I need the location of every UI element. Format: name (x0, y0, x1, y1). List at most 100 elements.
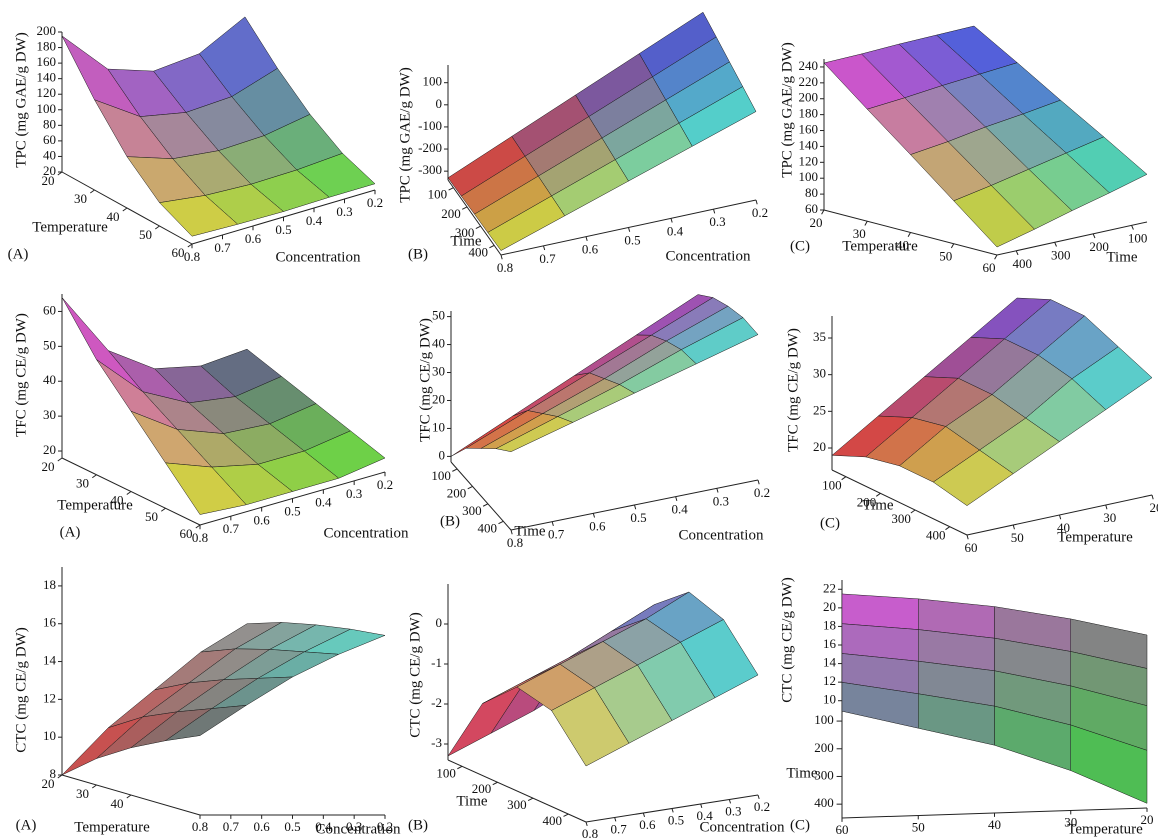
x-tick (92, 474, 97, 479)
x-axis-title: Temperature (842, 238, 918, 254)
z-tick-label: 220 (799, 74, 819, 89)
z-tick-label: 100 (799, 169, 819, 184)
y-tick-label: 0.6 (582, 242, 599, 257)
x-axis-title: Temperature (74, 819, 150, 835)
z-axis-title: TPC (mg GAE/g DW) (397, 67, 413, 202)
y-tick-label: 100 (1128, 230, 1148, 245)
y-tick (713, 209, 716, 214)
x-tick-label: 400 (468, 244, 488, 259)
z-tick-label: 20 (823, 599, 836, 614)
surface-patch (495, 416, 573, 452)
y-tick (642, 812, 646, 818)
x-axis-title: Temperature (32, 219, 108, 235)
z-tick-label: 60 (43, 302, 56, 317)
z-tick-label: 0 (439, 447, 446, 462)
x-tick-label: 20 (42, 459, 55, 474)
z-tick-label: 240 (799, 58, 819, 73)
z-axis-title: TFC (mg CE/g DW) (13, 313, 29, 437)
y-tick (675, 496, 678, 502)
x-tick (448, 187, 454, 191)
y-tick-label: 40 (988, 817, 1001, 832)
x-axis-title: Time (456, 793, 487, 809)
x-tick (126, 491, 132, 495)
surface-patch (953, 185, 1035, 248)
y-tick (614, 817, 617, 822)
panel-label: (B) (408, 817, 428, 833)
z-tick-label: 40 (43, 372, 56, 387)
panel-label: (C) (790, 238, 810, 254)
x-tick-label: 20 (42, 173, 55, 188)
z-tick-label: 140 (37, 70, 57, 85)
z-tick-label: 20 (813, 439, 826, 454)
x-tick (875, 492, 881, 497)
z-axis-title: TFC (mg CE/g DW) (417, 318, 433, 442)
z-tick-label: 40 (43, 147, 56, 162)
surface-panel: 20 30 40 0.2 0.3 0.4 0.5 0.6 0.7 0.8 8 10 12 14 16 18 CT… (13, 567, 401, 837)
x-tick (195, 524, 201, 529)
x-tick-label: 400 (926, 528, 946, 543)
z-axis-title: CTC (mg CE/g DW) (407, 612, 423, 737)
panel-label: (A) (60, 524, 81, 540)
z-tick-label: 60 (43, 132, 56, 147)
x-tick-label: 200 (814, 740, 834, 755)
y-tick-label: 0.4 (315, 495, 332, 510)
z-tick-label: 180 (37, 39, 57, 54)
y-tick (757, 794, 760, 800)
x-tick-label: 200 (857, 494, 877, 509)
y-tick (1131, 225, 1134, 230)
y-tick-label: 0.3 (725, 803, 741, 818)
x-tick-label: 100 (822, 478, 842, 493)
z-tick-label: 8 (50, 766, 57, 781)
x-tick (492, 781, 498, 786)
x-tick (462, 206, 468, 210)
y-tick-label: 0.2 (367, 195, 383, 210)
surface-patch (841, 682, 919, 729)
y-tick-label: 0.7 (223, 521, 240, 536)
x-tick-label: 300 (507, 797, 527, 812)
x-axis-title: Temperature (57, 497, 133, 513)
surface-patch (165, 705, 247, 741)
z-tick-label: 16 (823, 636, 837, 651)
x-tick-label: 60 (983, 260, 996, 275)
y-tick-label: 0.5 (284, 819, 300, 834)
y-tick-label: 60 (836, 822, 849, 837)
surface-patch (933, 449, 1014, 506)
z-tick-label: 30 (432, 364, 445, 379)
z-tick-label: 60 (805, 201, 818, 216)
x-tick-label: 30 (74, 191, 87, 206)
z-tick-label: 18 (43, 577, 56, 592)
x-tick-label: 300 (455, 225, 475, 240)
y-tick-label: 0.2 (754, 485, 770, 500)
y-tick (634, 504, 637, 510)
y-tick-label: 0.3 (336, 204, 352, 219)
z-tick-label: -2 (431, 695, 442, 710)
x-tick-label: 40 (107, 209, 120, 224)
x-tick (864, 221, 868, 226)
panel-label: (C) (790, 817, 810, 833)
x-tick (161, 507, 166, 512)
y-tick (671, 808, 674, 813)
y-tick-label: 20 (1150, 500, 1158, 515)
x-axis (447, 759, 587, 823)
y-tick (757, 479, 760, 485)
x-tick (907, 232, 911, 237)
y-tick-label: 0.2 (377, 819, 393, 834)
y-tick (628, 227, 631, 232)
y-axis (996, 221, 1148, 256)
y-tick (500, 254, 503, 260)
z-tick-label: 80 (805, 185, 818, 200)
y-tick (716, 488, 719, 493)
surface-panel: 2030405060100200300400608010012014016018… (779, 25, 1148, 275)
x-tick-label: 200 (447, 485, 467, 500)
z-tick-label: 16 (43, 615, 57, 630)
x-tick (482, 503, 489, 507)
surface-panel: 100 200 300 400 0.2 0.3 0.4 0.5 0.6 0.7 0.8 -300 -20… (397, 11, 768, 275)
x-tick-label: 400 (543, 813, 563, 828)
x-tick (527, 797, 534, 802)
y-tick-label: 0.7 (548, 527, 565, 542)
z-tick-label: 14 (43, 653, 57, 668)
y-tick-label: 0.3 (346, 486, 362, 501)
x-tick-label: 60 (172, 245, 185, 260)
y-axis-title: Temperature (1057, 529, 1133, 545)
